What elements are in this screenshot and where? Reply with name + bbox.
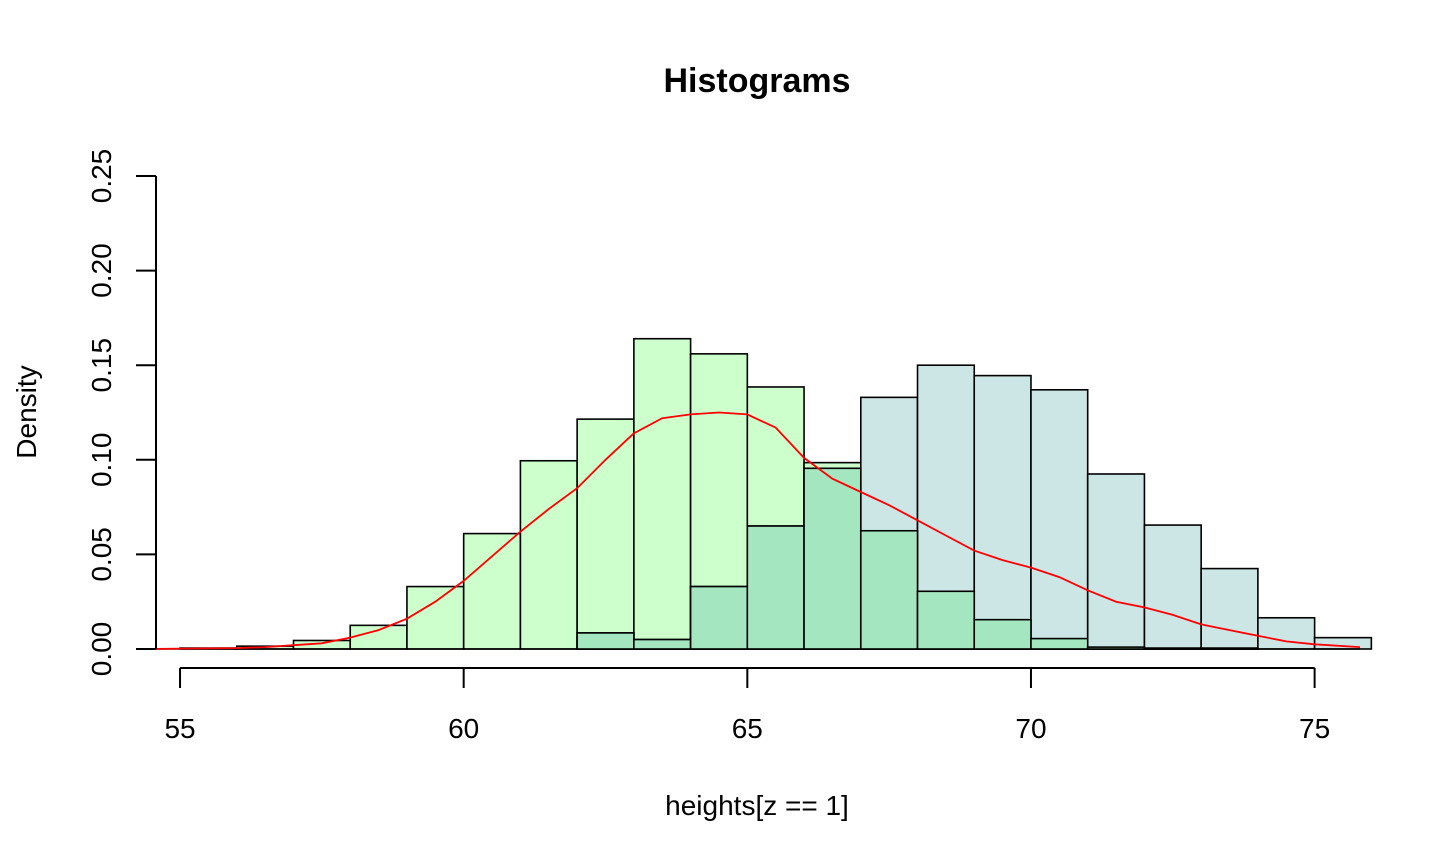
x-axis-label: heights[z == 1] — [665, 790, 849, 821]
y-axis: 0.00 0.05 0.10 0.15 0.20 0.25 — [86, 149, 157, 677]
x-tick-label-75: 75 — [1299, 713, 1330, 744]
overlap-bar-70 — [1030, 637, 1089, 650]
overlap-bar-64 — [689, 585, 749, 650]
histogram-bar-series1-58 — [349, 624, 408, 650]
histogram-bar-series1-59 — [406, 585, 465, 650]
histogram-bar-series2-71 — [1086, 473, 1146, 650]
x-tick-label-70: 70 — [1015, 713, 1046, 744]
histogram-bar-series1-61 — [519, 459, 578, 650]
y-tick-label-0.20: 0.20 — [86, 243, 117, 298]
histogram-bar-series1-63 — [633, 337, 692, 650]
overlap-bar-67 — [859, 529, 919, 650]
y-tick-label-0.25: 0.25 — [86, 149, 117, 204]
histogram-bar-series2-70 — [1030, 388, 1089, 650]
overlap-layer — [576, 467, 1259, 650]
overlap-bar-72 — [1143, 647, 1202, 650]
x-tick-label-60: 60 — [448, 713, 479, 744]
x-tick-label-65: 65 — [732, 713, 763, 744]
y-tick-label-0.10: 0.10 — [86, 433, 117, 488]
histogram-bar-series1-62 — [576, 418, 635, 650]
overlap-bar-68 — [916, 590, 976, 650]
overlap-bar-65 — [746, 525, 805, 650]
y-tick-label-0.05: 0.05 — [86, 527, 117, 582]
overlap-bar-63 — [633, 638, 692, 650]
histogram-bar-series2-73 — [1200, 567, 1259, 650]
histogram-bar-series1-60 — [462, 532, 522, 650]
overlap-bar-69 — [973, 618, 1032, 650]
density-line-layer — [145, 411, 1361, 650]
overlap-bar-62 — [576, 632, 635, 650]
y-tick-label-0.15: 0.15 — [86, 338, 117, 393]
x-axis: 55 60 65 70 75 — [164, 667, 1330, 744]
overlap-bar-66 — [803, 467, 862, 650]
density-line — [145, 411, 1361, 650]
y-axis-label: Density — [11, 365, 42, 458]
overlap-bar-73 — [1200, 647, 1259, 650]
x-tick-label-55: 55 — [164, 713, 195, 744]
histogram-bar-series2-75 — [1313, 636, 1373, 650]
histogram-bar-series2-72 — [1143, 524, 1202, 650]
histogram-bar-series2-69 — [973, 374, 1032, 650]
y-tick-label-0.00: 0.00 — [86, 622, 117, 677]
chart-title: Histograms — [663, 62, 850, 100]
overlap-bar-71 — [1086, 646, 1146, 650]
